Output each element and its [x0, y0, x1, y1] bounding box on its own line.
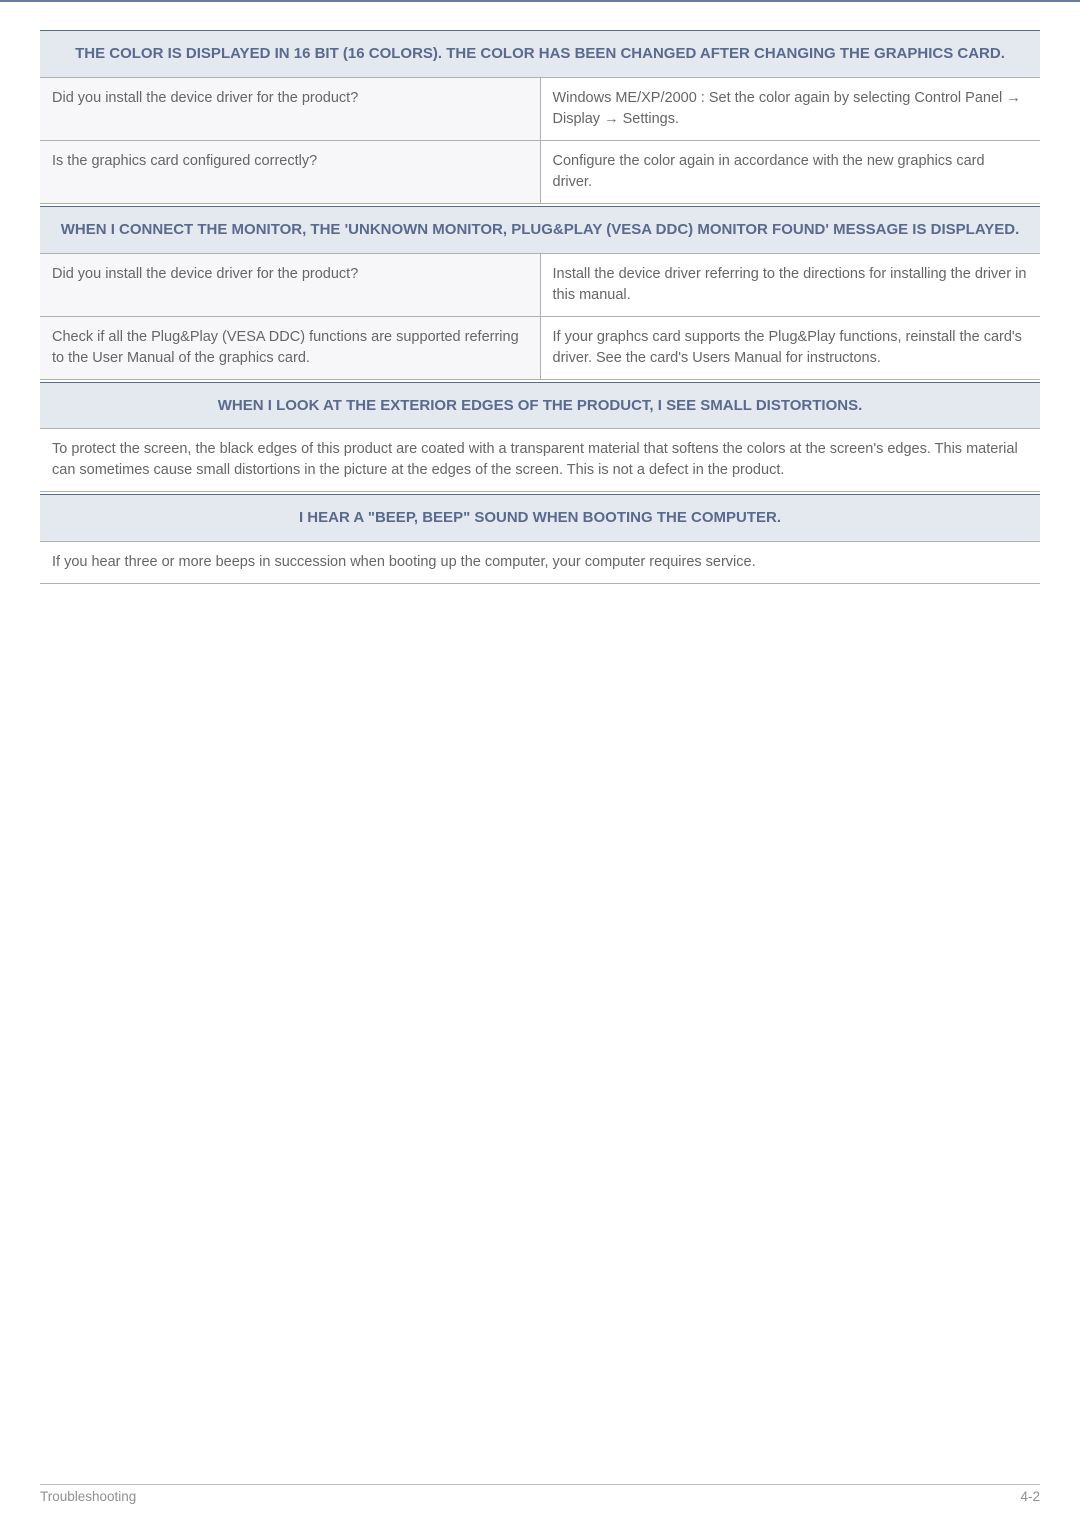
- section3-body: To protect the screen, the black edges o…: [40, 429, 1040, 492]
- section1-header: THE COLOR IS DISPLAYED IN 16 BIT (16 COL…: [40, 31, 1040, 78]
- s1-r0-q: Did you install the device driver for th…: [40, 77, 540, 140]
- section3-table: WHEN I LOOK AT THE EXTERIOR EDGES OF THE…: [40, 382, 1040, 493]
- footer-divider: [40, 1484, 1040, 1485]
- s2-r1-q: Check if all the Plug&Play (VESA DDC) fu…: [40, 316, 540, 379]
- s2-r0-q: Did you install the device driver for th…: [40, 253, 540, 316]
- section4-table: I HEAR A "BEEP, BEEP" SOUND WHEN BOOTING…: [40, 494, 1040, 584]
- section4-body: If you hear three or more beeps in succe…: [40, 542, 1040, 584]
- section1-table: THE COLOR IS DISPLAYED IN 16 BIT (16 COL…: [40, 30, 1040, 204]
- s2-r0-a: Install the device driver referring to t…: [540, 253, 1040, 316]
- section2-table: WHEN I CONNECT THE MONITOR, THE 'UNKNOWN…: [40, 206, 1040, 380]
- top-border: [0, 0, 1080, 2]
- footer-right: 4-2: [1020, 1487, 1040, 1507]
- footer-left: Troubleshooting: [40, 1487, 136, 1507]
- s1-r1-a: Configure the color again in accordance …: [540, 140, 1040, 203]
- section2-header: WHEN I CONNECT THE MONITOR, THE 'UNKNOWN…: [40, 206, 1040, 253]
- section4-header: I HEAR A "BEEP, BEEP" SOUND WHEN BOOTING…: [40, 495, 1040, 542]
- s1-r1-q: Is the graphics card configured correctl…: [40, 140, 540, 203]
- section3-header: WHEN I LOOK AT THE EXTERIOR EDGES OF THE…: [40, 382, 1040, 429]
- s2-r1-a: If your graphcs card supports the Plug&P…: [540, 316, 1040, 379]
- s1-r0-a: Windows ME/XP/2000 : Set the color again…: [540, 77, 1040, 140]
